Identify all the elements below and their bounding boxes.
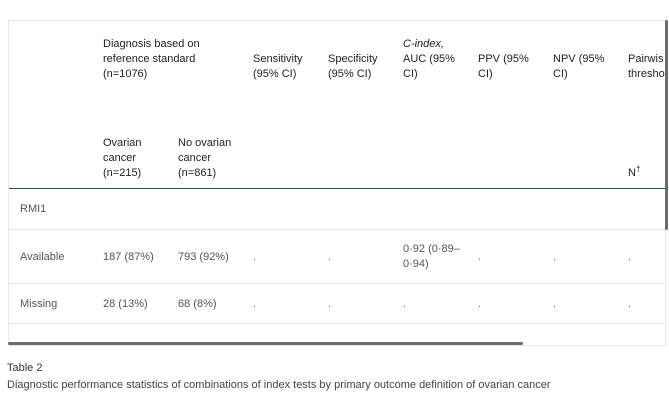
header-text: cancer [178,152,212,164]
cell-missing-specificity: . [328,298,332,310]
header-npv: NPV (95% CI) [553,52,604,82]
cell-available-npv: . [553,251,557,263]
header-ppv: PPV (95% CI) [478,52,529,82]
cell-available-specificity: . [328,251,332,263]
cell-text: 0·94) [403,258,429,270]
header-text: C-index, [403,37,455,52]
cell-missing-ovarian: 28 (13%) [103,298,148,310]
header-text: Diagnosis based on [103,38,200,50]
row-label-available: Available [20,251,65,263]
cell-missing-no-ovarian: 68 (8%) [178,298,217,310]
header-text: Specificity [328,53,378,65]
header-text: Sensitivity [253,53,303,65]
header-text: cancer [103,152,137,164]
dagger-footnote[interactable]: † [635,164,641,174]
cell-available-no-ovarian: 793 (92%) [178,251,229,263]
row-divider [9,323,665,324]
cell-missing-ppv: . [478,298,482,310]
cell-available-sensitivity: . [253,251,257,263]
header-text: (95% CI) [328,68,372,80]
header-text: (n=861) [178,167,217,179]
header-no-ovarian-cancer: No ovarian cancer (n=861) [178,136,231,181]
header-text: AUC (95% [403,53,455,65]
table-caption-title: Table 2 [7,362,43,374]
header-text: CI) [478,68,493,80]
header-text: N [628,167,636,179]
header-text: Ovarian [103,137,142,149]
row-label-missing: Missing [20,298,58,310]
table-caption-text: Diagnostic performance statistics of com… [7,379,551,391]
header-sensitivity: Sensitivity (95% CI) [253,52,303,82]
cell-available-cindex: 0·92 (0·89– 0·94) [403,242,460,272]
header-text: PPV (95% [478,53,529,65]
header-text: (n=1076) [103,68,148,80]
header-text: CI) [553,68,568,80]
header-cindex: C-index, AUC (95% CI) [403,37,455,82]
header-n: N† [628,164,641,181]
row-divider [9,229,665,230]
header-text: NPV (95% [553,53,605,65]
cell-available-ppv: . [478,251,482,263]
vertical-scrollbar[interactable] [665,20,668,230]
header-ovarian-cancer: Ovarian cancer (n=215) [103,136,142,181]
header-text: reference standard [103,53,196,65]
header-text-italic: C-index, [403,38,444,50]
horizontal-scrollbar[interactable] [8,342,523,345]
cell-available-pairwise: . [628,251,632,263]
cell-available-ovarian: 187 (87%) [103,251,154,263]
cell-missing-npv: . [553,298,557,310]
row-divider [9,283,665,284]
header-text: thresho [628,68,665,80]
table-container[interactable]: Diagnosis based on reference standard (n… [8,20,666,346]
cell-missing-cindex: . [403,298,407,310]
cell-missing-pairwise: . [628,298,632,310]
header-specificity: Specificity (95% CI) [328,52,378,82]
cell-text: 0·92 (0·89– [403,243,460,255]
header-text: CI) [403,68,418,80]
header-text: (95% CI) [253,68,297,80]
cell-missing-sensitivity: . [253,298,257,310]
row-label-rmi1: RMI1 [20,203,47,215]
data-table: Diagnosis based on reference standard (n… [9,21,665,345]
header-pairwise: Pairwis thresho [628,52,665,82]
header-text: Pairwis [628,53,664,65]
header-diagnosis-group: Diagnosis based on reference standard (n… [103,37,200,82]
header-divider [9,188,665,189]
header-text: (n=215) [103,167,142,179]
header-text: No ovarian [178,137,232,149]
